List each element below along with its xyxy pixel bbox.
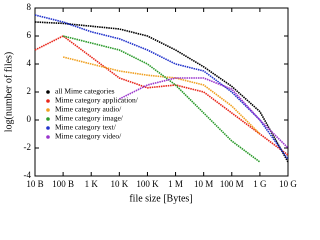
- x-tick-label: 10 M: [194, 179, 213, 189]
- legend-label: Mime category audio/: [55, 105, 122, 114]
- chart: file size [Bytes] log(number of files) 1…: [3, 2, 297, 204]
- y-tick-label: -4: [24, 170, 32, 180]
- legend-marker: [46, 108, 50, 112]
- series-line: [34, 35, 289, 156]
- legend-label: all Mime categories: [55, 87, 115, 96]
- x-tick-label: 100 K: [136, 179, 159, 189]
- series-line: [34, 14, 289, 160]
- legend-marker: [46, 135, 50, 139]
- x-axis-label: file size [Bytes]: [129, 193, 192, 204]
- x-tick-label: 100 B: [52, 179, 74, 189]
- legend-label: Mime category text/: [55, 123, 117, 132]
- x-tick-label: 10 G: [279, 179, 297, 189]
- legend-label: Mime category application/: [55, 96, 139, 105]
- y-tick-label: 2: [27, 86, 32, 96]
- y-tick-label: 4: [27, 58, 32, 68]
- legend-marker: [46, 117, 50, 121]
- x-tick-label: 1 K: [85, 179, 99, 189]
- legend-marker: [46, 90, 50, 94]
- legend-marker: [46, 126, 50, 130]
- series-line: [34, 21, 289, 163]
- y-tick-label: 6: [27, 30, 32, 40]
- series-line: [62, 56, 261, 135]
- legend-label: Mime category image/: [55, 114, 124, 123]
- y-tick-label: 0: [27, 114, 32, 124]
- legend-label: Mime category video/: [55, 132, 122, 141]
- legend-marker: [46, 99, 50, 103]
- x-tick-label: 10 B: [26, 179, 43, 189]
- y-tick-label: -2: [24, 142, 32, 152]
- x-tick-label: 100 M: [220, 179, 244, 189]
- y-tick-label: 8: [27, 2, 32, 12]
- series-line: [118, 77, 289, 149]
- y-axis-label: log(number of files): [3, 52, 14, 133]
- x-tick-label: 1 M: [168, 179, 183, 189]
- x-tick-label: 1 G: [253, 179, 267, 189]
- series-line: [62, 35, 261, 163]
- x-tick-label: 10 K: [110, 179, 128, 189]
